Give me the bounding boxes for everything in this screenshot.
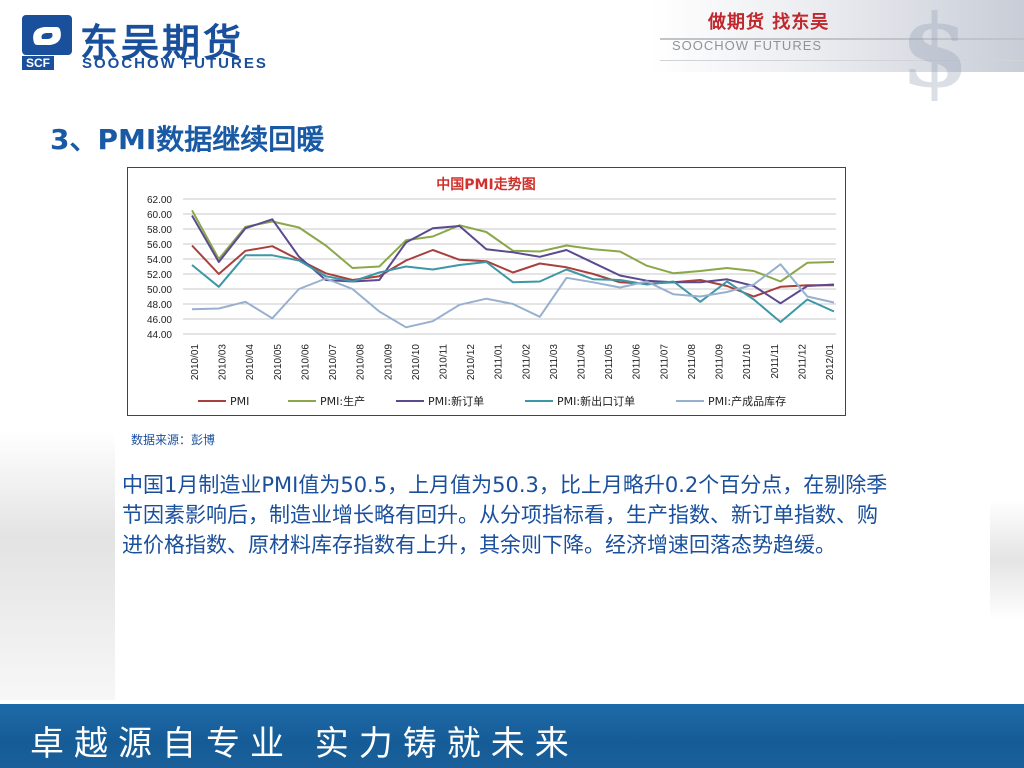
x-tick-label: 2010/11 bbox=[438, 344, 449, 380]
y-tick-label: 54.00 bbox=[147, 255, 172, 266]
company-name-cn: 东吴期货 bbox=[80, 21, 245, 65]
x-tick-label: 2011/10 bbox=[742, 344, 753, 380]
y-tick-label: 44.00 bbox=[147, 330, 172, 341]
x-tick-label: 2011/01 bbox=[494, 344, 505, 380]
company-logo-icon bbox=[22, 15, 72, 55]
side-decoration bbox=[990, 500, 1024, 620]
x-tick-label: 2012/01 bbox=[825, 344, 836, 381]
side-decoration bbox=[0, 430, 115, 700]
x-tick-label: 2010/03 bbox=[218, 344, 229, 381]
header-slogan-en: SOOCHOW FUTURES bbox=[672, 38, 823, 53]
x-tick-label: 2011/06 bbox=[632, 344, 643, 380]
y-tick-label: 50.00 bbox=[147, 285, 172, 296]
x-tick-label: 2010/01 bbox=[190, 344, 201, 381]
x-tick-label: 2010/04 bbox=[245, 344, 256, 381]
logo-abbreviation: SCF bbox=[22, 56, 54, 70]
footer-banner: 卓越源自专业 实力铸就未来 bbox=[0, 704, 1024, 768]
y-tick-label: 62.00 bbox=[147, 195, 172, 206]
legend-label: PMI:产成品库存 bbox=[708, 394, 786, 408]
x-tick-label: 2010/08 bbox=[356, 344, 367, 381]
x-tick-label: 2011/11 bbox=[770, 344, 781, 379]
x-tick-label: 2010/10 bbox=[411, 344, 422, 381]
x-tick-label: 2011/04 bbox=[577, 344, 588, 380]
chart-title: 中国PMI走势图 bbox=[436, 176, 535, 193]
y-tick-label: 60.00 bbox=[147, 210, 172, 221]
y-tick-label: 58.00 bbox=[147, 225, 172, 236]
x-tick-label: 2011/03 bbox=[549, 344, 560, 380]
legend-label: PMI:新订单 bbox=[428, 394, 484, 408]
legend-label: PMI bbox=[230, 395, 249, 408]
x-tick-label: 2011/05 bbox=[604, 344, 615, 380]
series-line bbox=[191, 263, 835, 329]
header-stripe bbox=[660, 38, 1024, 40]
series-line bbox=[191, 254, 835, 323]
y-tick-label: 56.00 bbox=[147, 240, 172, 251]
pmi-chart: 中国PMI走势图 62.00 60.00 58.00 56.00 54.00 52.00 50… bbox=[127, 167, 846, 416]
x-tick-label: 2010/07 bbox=[328, 344, 339, 381]
footer-motto: 卓越源自专业 实力铸就未来 bbox=[30, 724, 579, 764]
series-line bbox=[191, 209, 835, 283]
data-source-note: 数据来源：彭博 bbox=[131, 433, 216, 447]
pmi-chart-svg: 中国PMI走势图 62.00 60.00 58.00 56.00 54.00 52.00 50… bbox=[147, 176, 836, 408]
body-paragraph: 中国1月制造业PMI值为50.5，上月值为50.3，比上月略升0.2个百分点，在… bbox=[122, 473, 888, 557]
legend-label: PMI:新出口订单 bbox=[557, 394, 635, 408]
x-tick-label: 2011/12 bbox=[797, 344, 808, 380]
slide-title: 3、PMI数据继续回暖 bbox=[50, 123, 325, 156]
y-tick-label: 52.00 bbox=[147, 270, 172, 281]
legend-label: PMI:生产 bbox=[320, 394, 365, 408]
x-tick-label: 2010/06 bbox=[300, 344, 311, 381]
x-tick-label: 2011/09 bbox=[715, 344, 726, 380]
header-slogan-cn: 做期货 找东吴 bbox=[708, 12, 830, 33]
x-tick-label: 2011/07 bbox=[659, 344, 670, 380]
dollar-watermark-icon: $ bbox=[900, 0, 970, 110]
x-tick-label: 2011/08 bbox=[687, 344, 698, 380]
y-tick-label: 48.00 bbox=[147, 300, 172, 311]
x-tick-label: 2010/12 bbox=[466, 344, 477, 381]
x-tick-label: 2011/02 bbox=[521, 344, 532, 380]
x-tick-label: 2010/09 bbox=[383, 344, 394, 381]
header-stripe bbox=[660, 60, 1024, 61]
y-tick-label: 46.00 bbox=[147, 315, 172, 326]
company-name-en: SOOCHOW FUTURES bbox=[82, 55, 268, 72]
series-line bbox=[191, 215, 835, 305]
x-tick-label: 2010/05 bbox=[273, 344, 284, 381]
